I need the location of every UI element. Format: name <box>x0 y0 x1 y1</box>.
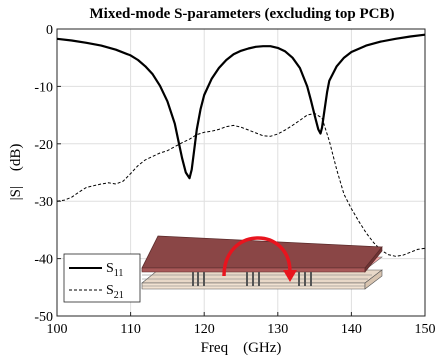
pcb-top-board-front <box>141 267 366 273</box>
x-tick-labels: 100 110 120 130 140 150 <box>47 322 436 337</box>
legend-box <box>63 253 141 303</box>
series-group <box>56 33 426 257</box>
x-tick-label: 130 <box>267 322 288 337</box>
x-tick-label: 140 <box>341 322 362 337</box>
series-line-s11 <box>56 33 426 180</box>
x-tick-label: 100 <box>47 322 68 337</box>
pcb-bottom-side <box>364 269 383 290</box>
y-tick-label: -30 <box>34 195 53 210</box>
x-tick-label: 120 <box>194 322 215 337</box>
x-tick-label: 150 <box>415 322 436 337</box>
y-tick-label: -20 <box>34 138 53 153</box>
y-tick-label: -10 <box>34 80 53 95</box>
x-axis-label: Freq (GHz) <box>201 340 282 356</box>
via-cluster <box>192 272 312 286</box>
pcb-stack-illustration <box>141 235 383 290</box>
legend-entry-s21: S21 <box>106 283 124 301</box>
arrow-head <box>283 270 297 282</box>
y-tick-label: -50 <box>34 310 53 325</box>
x-tick-label: 110 <box>120 322 140 337</box>
legend: S11 S21 <box>63 253 141 303</box>
y-tick-labels: 0 -10 -20 -30 -40 -50 <box>34 23 53 325</box>
red-arrow-icon <box>222 236 292 277</box>
y-axis-label: |S| (dB) <box>8 144 24 201</box>
plot-frame <box>56 28 426 317</box>
chart-title: Mixed-mode S-parameters (excluding top P… <box>90 6 395 22</box>
pcb-top-board-side <box>364 246 383 273</box>
y-tick-label: 0 <box>46 23 53 38</box>
y-tick-label: -40 <box>34 253 53 268</box>
series-line-s21 <box>56 112 426 257</box>
legend-entry-s11: S11 <box>106 261 123 279</box>
